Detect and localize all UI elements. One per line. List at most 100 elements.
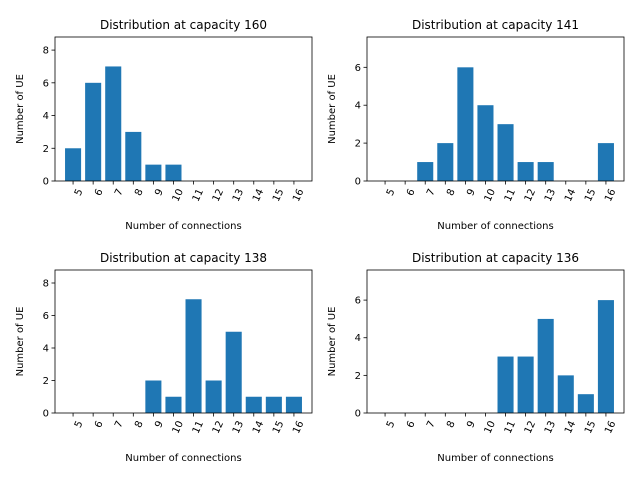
- bar: [185, 299, 202, 413]
- x-tick-label: 11: [503, 187, 518, 203]
- x-tick-label: 14: [251, 187, 266, 203]
- bar: [125, 131, 142, 181]
- y-tick-label: 4: [43, 111, 49, 122]
- y-axis-label: Number of UE: [327, 74, 338, 144]
- x-tick-label: 7: [425, 187, 438, 197]
- x-tick-label: 14: [251, 419, 266, 435]
- y-tick-label: 2: [43, 376, 49, 387]
- x-tick-label: 7: [425, 419, 438, 429]
- axes-frame: [54, 269, 313, 414]
- y-tick-label: 8: [43, 279, 49, 290]
- x-tick-label: 16: [603, 187, 618, 203]
- x-tick-label: 11: [503, 419, 518, 435]
- x-tick-label: 15: [583, 187, 598, 203]
- x-tick-label: 5: [385, 187, 398, 197]
- y-tick-label: 6: [355, 296, 361, 307]
- x-tick-label: 8: [133, 419, 146, 429]
- bar: [285, 396, 302, 413]
- axes-frame: [366, 269, 625, 414]
- y-tick-label: 4: [355, 101, 361, 112]
- x-tick-label: 6: [93, 419, 106, 429]
- bar: [517, 162, 534, 181]
- bar: [165, 164, 182, 181]
- x-tick-label: 16: [291, 419, 306, 435]
- bar: [597, 143, 614, 181]
- x-tick-label: 16: [603, 419, 618, 435]
- y-axis-label: Number of UE: [15, 74, 26, 144]
- y-tick-label: 2: [43, 144, 49, 155]
- y-tick-label: 0: [43, 409, 49, 420]
- x-tick-label: 10: [483, 419, 498, 435]
- y-tick-label: 0: [355, 409, 361, 420]
- chart-title: Distribution at capacity 138: [100, 251, 267, 265]
- bar: [557, 375, 574, 413]
- x-tick-label: 11: [191, 419, 206, 435]
- x-tick-label: 13: [231, 187, 246, 203]
- y-tick-label: 2: [355, 139, 361, 150]
- bar: [225, 331, 242, 413]
- x-tick-label: 13: [543, 419, 558, 435]
- y-tick-label: 4: [355, 333, 361, 344]
- x-tick-label: 11: [191, 187, 206, 203]
- x-tick-label: 16: [291, 187, 306, 203]
- bar: [165, 396, 182, 413]
- bar: [437, 143, 454, 181]
- bar: [517, 356, 534, 413]
- x-tick-label: 6: [93, 187, 106, 197]
- bar: [457, 67, 474, 181]
- x-tick-label: 14: [563, 419, 578, 435]
- x-tick-label: 10: [171, 187, 186, 203]
- bar: [477, 105, 494, 181]
- x-tick-label: 5: [73, 187, 86, 197]
- x-tick-label: 7: [113, 187, 126, 197]
- x-tick-label: 12: [523, 187, 538, 203]
- y-tick-label: 6: [355, 63, 361, 74]
- x-axis-label: Number of connections: [125, 221, 241, 232]
- x-tick-label: 6: [405, 419, 418, 429]
- x-tick-label: 14: [563, 187, 578, 203]
- y-tick-label: 8: [43, 46, 49, 57]
- bar: [105, 66, 122, 181]
- x-tick-label: 12: [211, 419, 226, 435]
- chart-title: Distribution at capacity 136: [412, 251, 579, 265]
- bar: [85, 82, 102, 181]
- x-tick-label: 7: [113, 419, 126, 429]
- chart-title: Distribution at capacity 160: [100, 18, 267, 32]
- y-tick-label: 0: [43, 177, 49, 188]
- y-tick-label: 0: [355, 177, 361, 188]
- x-tick-label: 15: [583, 419, 598, 435]
- x-tick-label: 12: [211, 187, 226, 203]
- x-axis-label: Number of connections: [437, 221, 553, 232]
- y-axis-label: Number of UE: [327, 307, 338, 377]
- x-tick-label: 9: [465, 187, 478, 197]
- x-tick-label: 13: [543, 187, 558, 203]
- x-tick-label: 6: [405, 187, 418, 197]
- bar: [265, 396, 282, 413]
- x-tick-label: 9: [465, 419, 478, 429]
- bar: [417, 162, 434, 181]
- y-tick-label: 2: [355, 371, 361, 382]
- x-tick-label: 8: [133, 187, 146, 197]
- chart-title: Distribution at capacity 141: [412, 18, 579, 32]
- x-tick-label: 8: [445, 419, 458, 429]
- bar: [205, 380, 222, 413]
- x-tick-label: 5: [385, 419, 398, 429]
- y-tick-label: 4: [43, 344, 49, 355]
- bar: [145, 380, 162, 413]
- bar: [145, 164, 162, 181]
- x-axis-label: Number of connections: [125, 453, 241, 464]
- x-tick-label: 5: [73, 419, 86, 429]
- bar: [537, 162, 554, 181]
- bar: [597, 300, 614, 413]
- y-axis-label: Number of UE: [15, 307, 26, 377]
- bar: [497, 124, 514, 181]
- y-tick-label: 6: [43, 78, 49, 89]
- x-tick-label: 12: [523, 419, 538, 435]
- x-tick-label: 9: [153, 187, 166, 197]
- bar: [65, 148, 82, 181]
